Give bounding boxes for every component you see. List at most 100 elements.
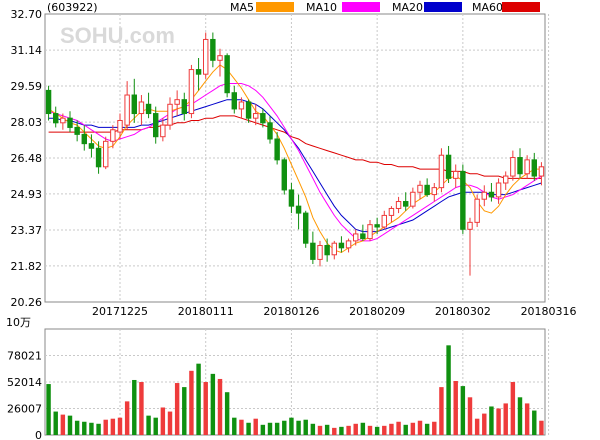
- candle: [238, 97, 245, 119]
- candle: [160, 118, 166, 142]
- candle-body: [467, 221, 473, 230]
- volume-bar: [60, 414, 66, 435]
- price-tick-label: 32.70: [11, 8, 43, 21]
- date-tick-label: 20180126: [263, 305, 319, 318]
- candle: [103, 136, 109, 170]
- candle: [531, 152, 537, 181]
- candle: [374, 217, 380, 234]
- candle-body: [495, 182, 502, 198]
- volume-bar: [432, 421, 437, 435]
- candle: [145, 92, 152, 119]
- volume-bar: [224, 392, 230, 435]
- watermark: SOHU.com: [60, 23, 175, 48]
- candle: [338, 236, 345, 253]
- candle: [174, 90, 180, 116]
- candle-body: [395, 201, 402, 209]
- candle: [88, 134, 95, 158]
- volume-bar: [424, 423, 430, 435]
- candle-body: [74, 126, 80, 135]
- candle: [153, 106, 159, 144]
- candle: [317, 240, 323, 267]
- volume-bar: [96, 423, 101, 435]
- candle-body: [474, 198, 480, 223]
- volume-bar: [132, 379, 137, 435]
- candle: [395, 196, 402, 214]
- price-tick-label: 24.93: [11, 188, 43, 201]
- candle-body: [145, 103, 152, 115]
- candle-body: [53, 113, 59, 124]
- candle: [281, 157, 288, 195]
- candle: [288, 183, 295, 214]
- candle: [303, 210, 309, 248]
- candle-body: [381, 214, 388, 228]
- candle-body: [503, 175, 509, 184]
- volume-bar: [539, 420, 544, 435]
- candle-body: [81, 133, 87, 145]
- candle: [481, 185, 488, 207]
- volume-bar: [453, 380, 458, 435]
- candle: [95, 141, 102, 174]
- candle: [203, 32, 209, 79]
- candle-body: [95, 147, 102, 168]
- volume-bar: [117, 417, 123, 435]
- date-tick-label: 20180316: [521, 305, 577, 318]
- volume-bar: [532, 410, 537, 435]
- moving-average-lines: [48, 64, 542, 254]
- volume-bar: [403, 424, 408, 435]
- volume-bar: [474, 418, 480, 435]
- volume-bar: [482, 413, 487, 435]
- candle-body: [238, 101, 245, 110]
- volume-bar: [210, 373, 216, 435]
- volume-bar: [217, 378, 223, 435]
- candle-body: [224, 55, 230, 94]
- candle-body: [288, 189, 295, 207]
- candle-body: [453, 170, 459, 179]
- volume-bar: [74, 420, 80, 435]
- candle: [438, 148, 445, 193]
- candle: [467, 217, 473, 276]
- candle-body: [88, 143, 95, 149]
- date-tick-label: 20180302: [435, 305, 491, 318]
- candle: [217, 48, 223, 77]
- candle: [310, 231, 316, 265]
- candle-body: [317, 245, 323, 260]
- candle: [417, 180, 423, 200]
- volume-bar: [246, 422, 251, 435]
- candle: [410, 187, 416, 209]
- candle-body: [131, 94, 137, 115]
- legend-ma20-swatch: [424, 2, 462, 12]
- candle: [345, 238, 352, 253]
- candle-body: [181, 99, 187, 115]
- volume-bar: [353, 423, 358, 435]
- candle: [381, 210, 388, 230]
- candle: [81, 125, 87, 151]
- volume-tick-label: 0: [35, 429, 42, 440]
- candle-body: [253, 113, 259, 119]
- candle: [403, 192, 409, 211]
- candle: [431, 183, 438, 202]
- candle: [295, 194, 302, 230]
- candle: [167, 97, 173, 130]
- candle-body: [117, 119, 123, 133]
- volume-bar: [139, 382, 144, 435]
- volume-bar: [460, 386, 466, 435]
- legend-ma10-swatch: [342, 2, 380, 12]
- volume-bar: [103, 419, 108, 435]
- candle-body: [295, 205, 302, 214]
- volume-bar: [503, 403, 508, 435]
- candle-body: [345, 240, 352, 249]
- candle-body: [310, 242, 316, 260]
- candle-body: [367, 224, 373, 240]
- candle: [460, 164, 466, 234]
- legend-ma10-label: MA10: [306, 1, 337, 14]
- volume-bar: [110, 418, 116, 435]
- candle-body: [360, 233, 366, 240]
- volume-bar: [167, 411, 173, 435]
- candle-body: [517, 157, 523, 175]
- volume-bar: [410, 422, 416, 435]
- volume-bar: [510, 382, 516, 435]
- legend-ma5-label: MA5: [230, 1, 254, 14]
- candle: [495, 178, 502, 204]
- volume-bar: [239, 419, 244, 435]
- volume-bar: [324, 424, 330, 435]
